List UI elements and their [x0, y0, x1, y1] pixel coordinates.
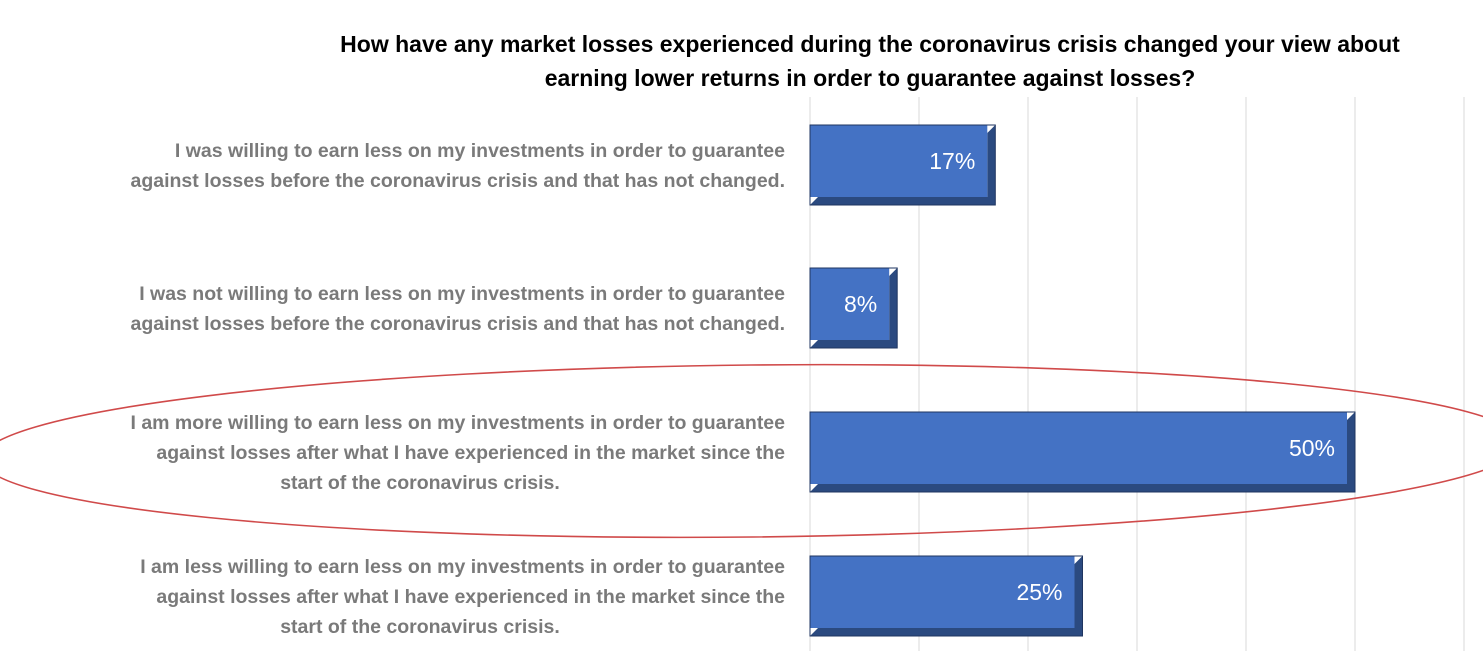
bar-outline [809, 555, 1083, 637]
chart-title: How have any market losses experienced d… [340, 31, 1400, 91]
category-label-line: I was willing to earn less on my investm… [175, 140, 785, 162]
bar-outline [809, 411, 1356, 493]
category-label-line: against losses before the coronavirus cr… [130, 170, 785, 192]
bar-3: 25% [809, 555, 1083, 637]
bar-outline [809, 267, 898, 349]
bars: 17% 8% 50% 25% [809, 124, 1356, 637]
value-label: 25% [1016, 579, 1062, 605]
bar-face [810, 268, 890, 340]
category-label-0: I was willing to earn less on my investm… [130, 140, 785, 192]
bar-face [810, 412, 1347, 484]
highlight-ellipse [0, 363, 1483, 539]
category-label-line: I am more willing to earn less on my inv… [131, 412, 786, 434]
category-label-line: start of the coronavirus crisis. [280, 616, 560, 638]
category-label-line: start of the coronavirus crisis. [280, 472, 560, 494]
bar-0: 17% [809, 124, 996, 206]
bar-outline [809, 124, 996, 206]
category-label-2: I am more willing to earn less on my inv… [131, 412, 786, 494]
value-label: 8% [844, 291, 877, 317]
category-label-3: I am less willing to earn less on my inv… [140, 556, 785, 638]
chart-title-line: How have any market losses experienced d… [340, 31, 1400, 57]
category-labels: I was willing to earn less on my investm… [130, 140, 785, 638]
chart-title-line: earning lower returns in order to guaran… [545, 65, 1196, 91]
bar-2: 50% [809, 411, 1356, 493]
value-label: 50% [1289, 435, 1335, 461]
category-label-1: I was not willing to earn less on my inv… [130, 283, 785, 335]
category-label-line: against losses before the coronavirus cr… [130, 313, 785, 335]
bar-face [810, 556, 1075, 628]
bar-face [810, 125, 988, 197]
bar-1: 8% [809, 267, 898, 349]
highlight-annotation [0, 363, 1483, 539]
category-label-line: against losses after what I have experie… [156, 442, 785, 464]
category-label-line: I was not willing to earn less on my inv… [139, 283, 785, 305]
category-label-line: against losses after what I have experie… [156, 586, 785, 608]
value-label: 17% [929, 148, 975, 174]
category-label-line: I am less willing to earn less on my inv… [140, 556, 785, 578]
